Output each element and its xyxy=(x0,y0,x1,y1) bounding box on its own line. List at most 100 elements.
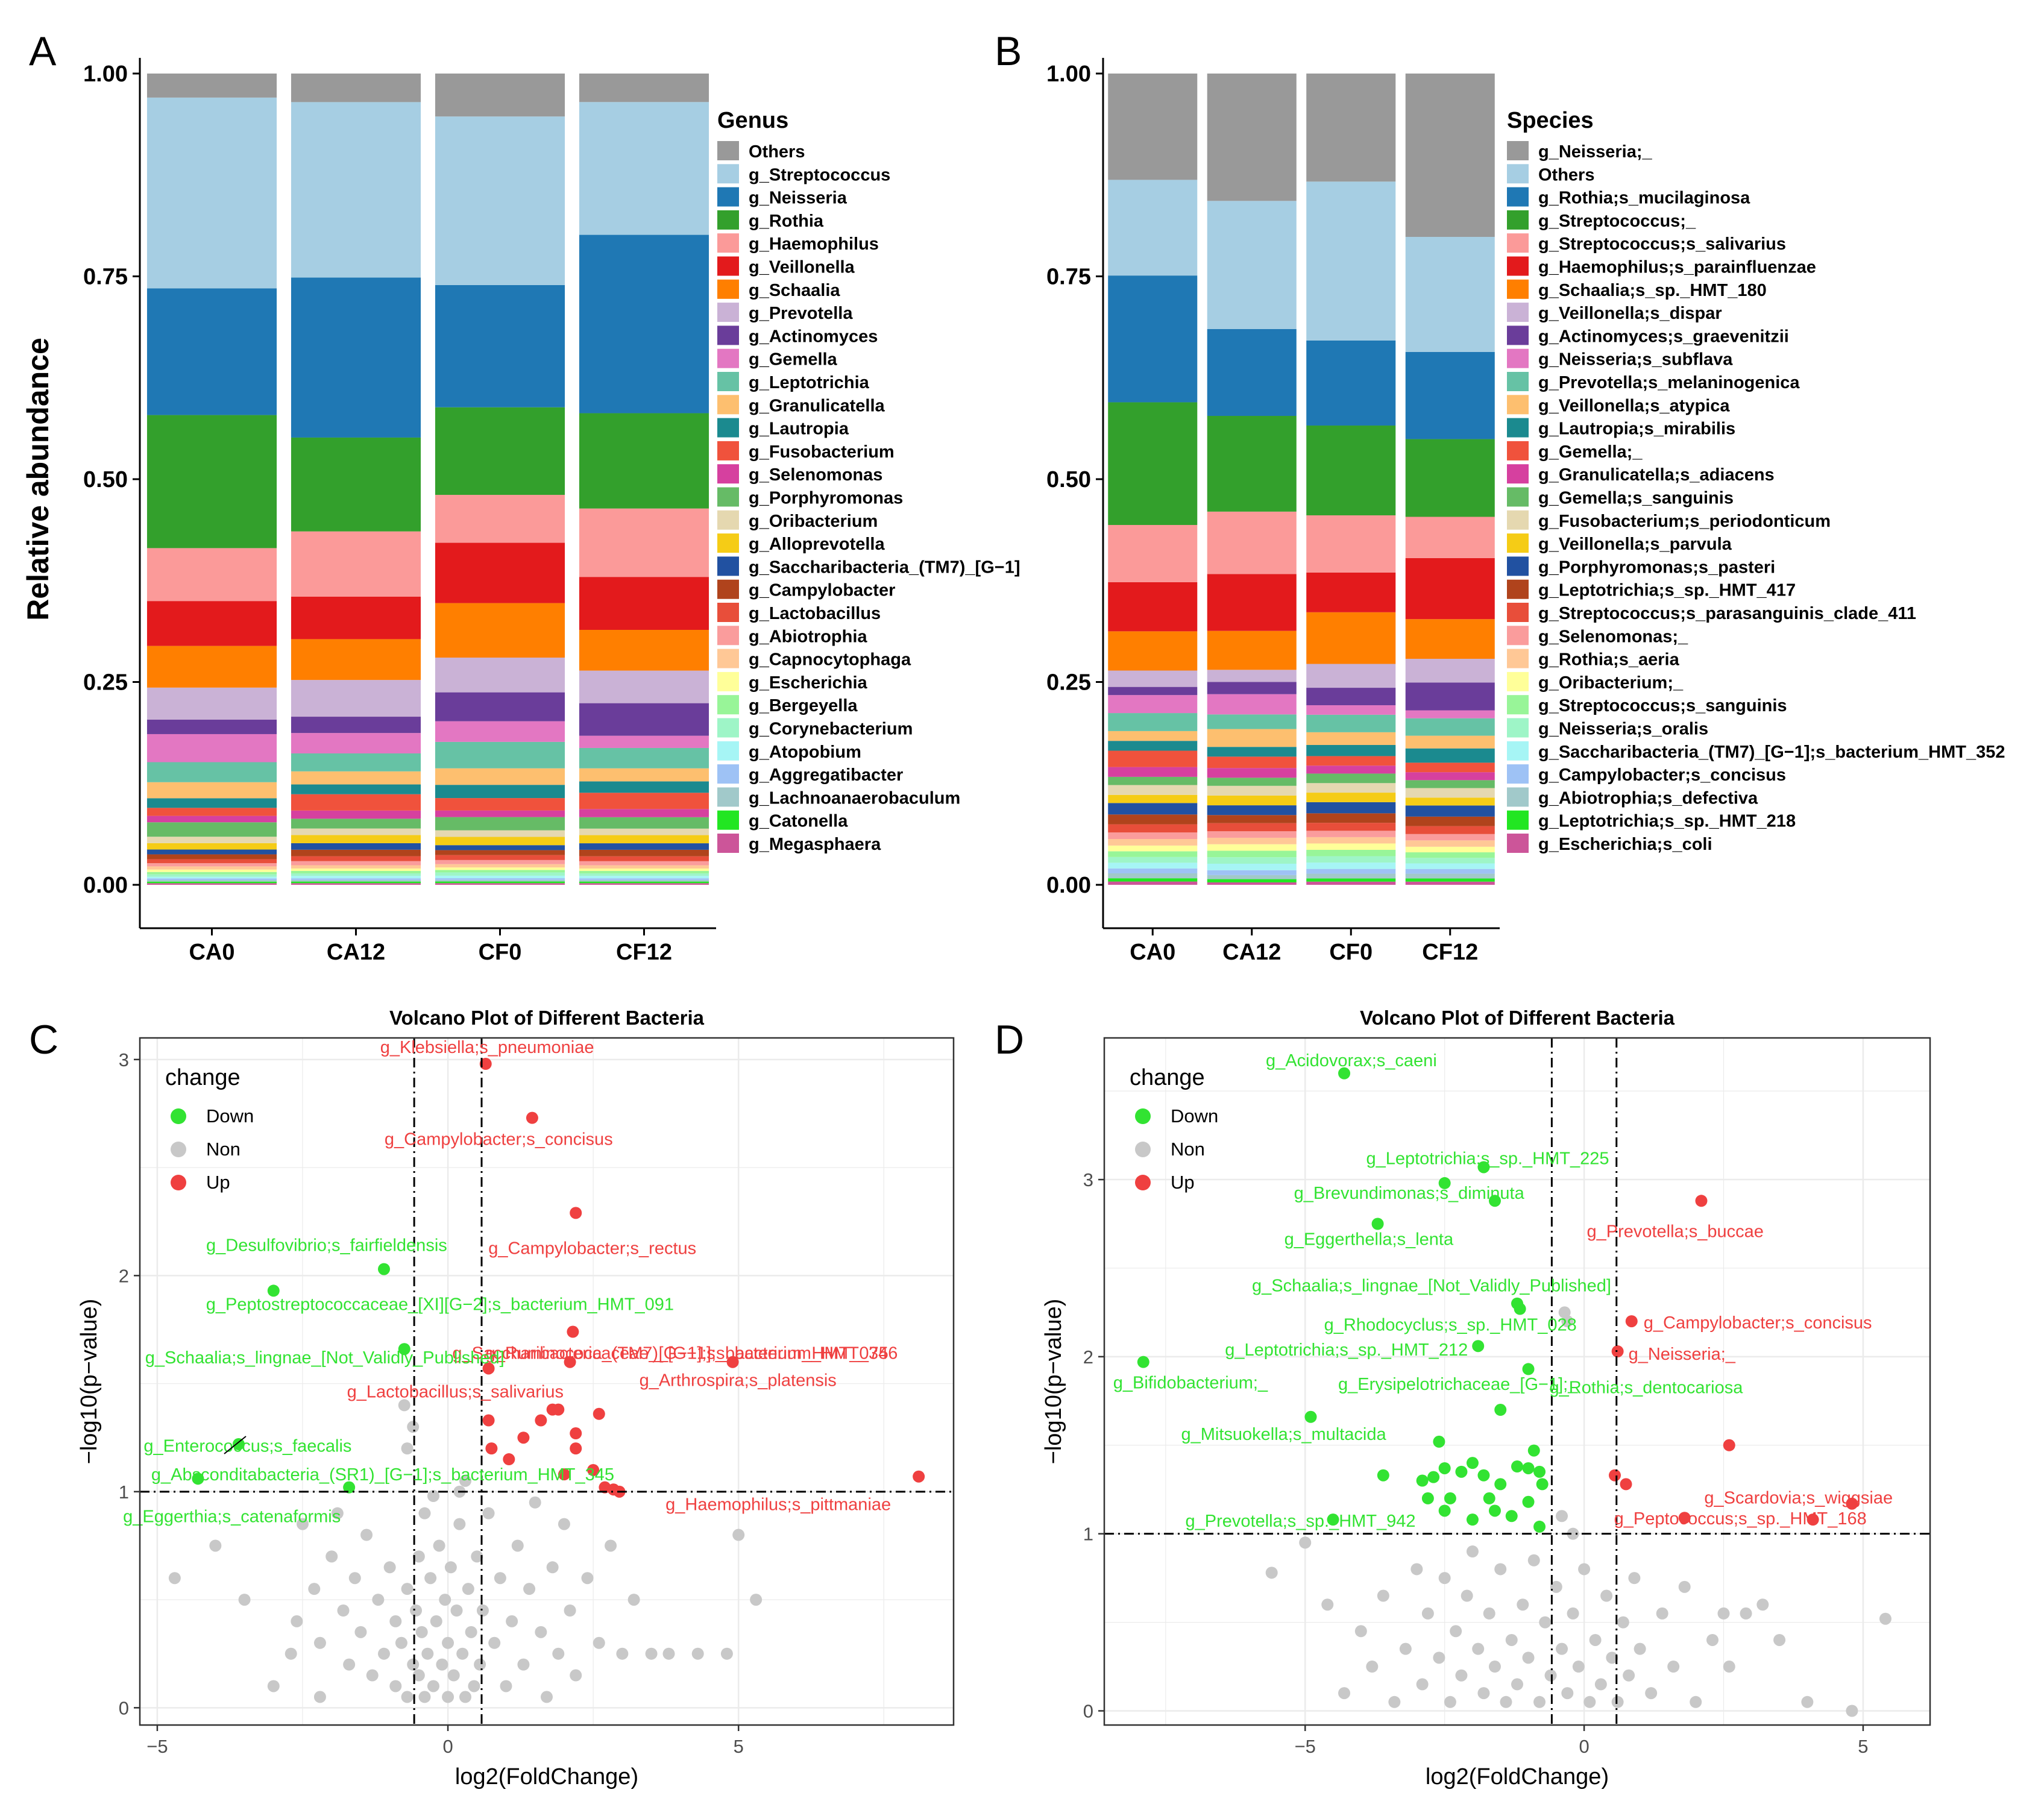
point-non-42 xyxy=(1600,1589,1613,1602)
point-down-16 xyxy=(1438,1462,1451,1474)
point-non-39 xyxy=(439,1594,451,1606)
bar-segment-cf12-14 xyxy=(579,809,709,817)
bar-segment-ca12-26 xyxy=(291,876,421,879)
bar-segment-cf12-4 xyxy=(1405,517,1495,558)
bar-segment-ca0-26 xyxy=(1108,863,1198,869)
bar-segment-cf0-6 xyxy=(435,603,565,658)
bar-segment-ca12-15 xyxy=(1207,778,1297,786)
legend-label-14: g_Selenomonas xyxy=(749,465,882,485)
bar-segment-ca0-28 xyxy=(1108,873,1198,879)
legend-swatch-12 xyxy=(1507,418,1529,438)
bar-segment-cf0-23 xyxy=(435,867,565,870)
point-non-59 xyxy=(1801,1695,1814,1708)
y-tick-label: 3 xyxy=(119,1049,129,1070)
point-non-6 xyxy=(297,1518,309,1530)
legend-swatch-27 xyxy=(1507,764,1529,784)
legend-label-22: g_Capnocytophaga xyxy=(749,650,911,670)
bar-segment-ca12-2 xyxy=(1207,328,1297,416)
bar-segment-cf0-22 xyxy=(435,864,565,868)
point-down-28 xyxy=(1488,1504,1501,1517)
bar-segment-cf12-10 xyxy=(579,747,709,768)
bar-segment-cf0-1 xyxy=(1306,181,1396,341)
legend-swatch-9 xyxy=(1507,348,1529,368)
legend-dot-up xyxy=(1135,1175,1151,1190)
bar-segment-ca0-23 xyxy=(1108,845,1198,852)
legend-label-27: g_Campylobacter;s_concisus xyxy=(1538,765,1786,785)
bar-segment-ca0-0 xyxy=(1108,74,1198,180)
legend-swatch-6 xyxy=(1507,279,1529,299)
legend-swatch-28 xyxy=(717,787,739,807)
point-non-14 xyxy=(348,1572,361,1585)
label-pointer-line xyxy=(224,1436,247,1454)
bar-segment-ca0-5 xyxy=(146,601,277,646)
legend-dot-non xyxy=(1135,1142,1151,1157)
bar-segment-ca0-9 xyxy=(146,734,277,762)
bar-segment-ca0-11 xyxy=(146,782,277,799)
point-non-55 xyxy=(1723,1661,1735,1673)
legend-swatch-26 xyxy=(717,741,739,761)
point-non-20 xyxy=(383,1561,396,1574)
bar-segment-ca12-17 xyxy=(291,835,421,843)
bar-segment-cf12-20 xyxy=(1405,826,1495,834)
point-down-27 xyxy=(1466,1513,1479,1526)
bar-segment-cf12-29 xyxy=(579,881,709,884)
legend-swatch-18 xyxy=(717,556,739,576)
point-label-up: g_Peptococcus;s_sp._HMT_168 xyxy=(1614,1509,1867,1529)
point-down-13 xyxy=(1377,1469,1389,1482)
point-non-38 xyxy=(436,1658,448,1671)
bar-segment-cf0-4 xyxy=(1306,515,1396,573)
bar-segment-ca0-21 xyxy=(1108,832,1198,840)
legend-label-16: g_Fusobacterium;s_periodonticum xyxy=(1538,512,1831,531)
bar-segment-cf0-8 xyxy=(1306,688,1396,706)
legend-swatch-5 xyxy=(1507,256,1529,276)
bar-segment-cf12-12 xyxy=(579,781,709,793)
point-non-65 xyxy=(1556,1510,1568,1523)
legend-swatch-2 xyxy=(717,187,739,207)
bar-segment-ca0-15 xyxy=(146,822,277,837)
point-label-down: g_Prevotella;s_sp._HMT_942 xyxy=(1186,1512,1416,1531)
point-non-23 xyxy=(1494,1563,1507,1576)
bar-segment-ca12-27 xyxy=(291,878,421,880)
y-tick-label: 0.75 xyxy=(1046,265,1091,290)
bar-segment-ca12-3 xyxy=(1207,416,1297,512)
point-non-62 xyxy=(529,1496,541,1509)
legend-swatch-25 xyxy=(717,718,739,738)
point-down-2 xyxy=(398,1343,410,1356)
point-non-51 xyxy=(1667,1661,1680,1673)
bar-segment-ca12-10 xyxy=(291,753,421,772)
bar-segment-ca12-0 xyxy=(1207,74,1297,201)
legend-swatch-18 xyxy=(1507,556,1529,576)
point-non-5 xyxy=(1366,1661,1379,1673)
panel-d-volcano-plot: Volcano Plot of Different Bacteria g_Prev… xyxy=(1041,1007,1931,1790)
point-label-down: g_Brevundimonas;s_diminuta xyxy=(1294,1184,1525,1203)
point-down-35 xyxy=(1536,1478,1549,1491)
bar-segment-ca12-30 xyxy=(291,883,421,885)
bar-segment-cf0-6 xyxy=(1306,612,1396,664)
bar-segment-ca0-27 xyxy=(146,878,277,881)
point-non-72 xyxy=(605,1539,617,1552)
legend-dot-down xyxy=(1135,1108,1151,1124)
legend-label-29: g_Catonella xyxy=(749,812,848,831)
bar-segment-ca12-9 xyxy=(291,733,421,753)
legend-label-11: g_Veillonella;s_atypica xyxy=(1538,396,1730,415)
point-non-40 xyxy=(1589,1633,1602,1646)
point-non-74 xyxy=(627,1594,640,1606)
legend-label-5: g_Haemophilus;s_parainfluenzae xyxy=(1538,258,1816,277)
bar-segment-ca0-9 xyxy=(1108,695,1198,714)
point-up-9 xyxy=(593,1407,605,1420)
point-down-15 xyxy=(1427,1471,1440,1483)
legend-swatch-27 xyxy=(717,764,739,784)
legend-swatch-30 xyxy=(717,834,739,853)
bar-segment-ca12-20 xyxy=(291,856,421,861)
bar-segment-ca0-6 xyxy=(1108,631,1198,671)
bar-segment-ca0-30 xyxy=(1108,881,1198,885)
legend-label-30: g_Megasphaera xyxy=(749,835,881,854)
bar-segment-ca12-8 xyxy=(1207,682,1297,694)
point-down-19 xyxy=(1477,1469,1490,1482)
bar-segment-cf0-16 xyxy=(435,830,565,837)
point-down-10 xyxy=(1304,1410,1317,1423)
bar-segment-ca0-4 xyxy=(146,548,277,602)
legend-swatch-5 xyxy=(717,256,739,276)
legend-swatch-20 xyxy=(717,603,739,622)
bar-segment-cf0-11 xyxy=(435,768,565,785)
